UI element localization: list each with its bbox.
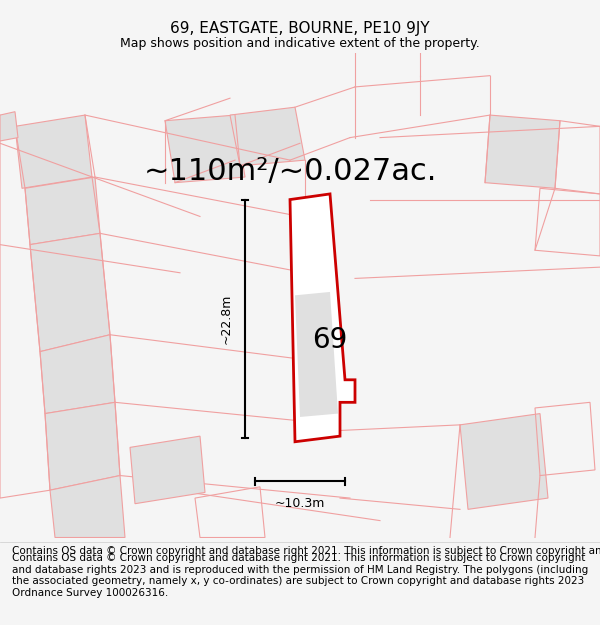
Text: ~22.8m: ~22.8m xyxy=(220,294,233,344)
Polygon shape xyxy=(40,335,115,414)
Polygon shape xyxy=(0,112,18,141)
Polygon shape xyxy=(130,436,205,504)
Polygon shape xyxy=(50,476,125,538)
Text: ~110m²/~0.027ac.: ~110m²/~0.027ac. xyxy=(143,157,437,186)
Polygon shape xyxy=(30,233,110,352)
Text: ~10.3m: ~10.3m xyxy=(275,497,325,510)
Polygon shape xyxy=(230,107,305,166)
Text: 69, EASTGATE, BOURNE, PE10 9JY: 69, EASTGATE, BOURNE, PE10 9JY xyxy=(170,21,430,36)
Polygon shape xyxy=(15,115,92,188)
Text: Contains OS data © Crown copyright and database right 2021. This information is : Contains OS data © Crown copyright and d… xyxy=(12,546,600,556)
Polygon shape xyxy=(485,115,560,188)
Polygon shape xyxy=(45,402,120,490)
Polygon shape xyxy=(290,194,355,442)
Text: Map shows position and indicative extent of the property.: Map shows position and indicative extent… xyxy=(120,38,480,50)
Polygon shape xyxy=(295,292,338,417)
Text: Contains OS data © Crown copyright and database right 2021. This information is : Contains OS data © Crown copyright and d… xyxy=(12,553,588,598)
Polygon shape xyxy=(460,414,548,509)
Polygon shape xyxy=(25,177,100,244)
Text: 69: 69 xyxy=(313,326,347,354)
Polygon shape xyxy=(165,115,245,182)
